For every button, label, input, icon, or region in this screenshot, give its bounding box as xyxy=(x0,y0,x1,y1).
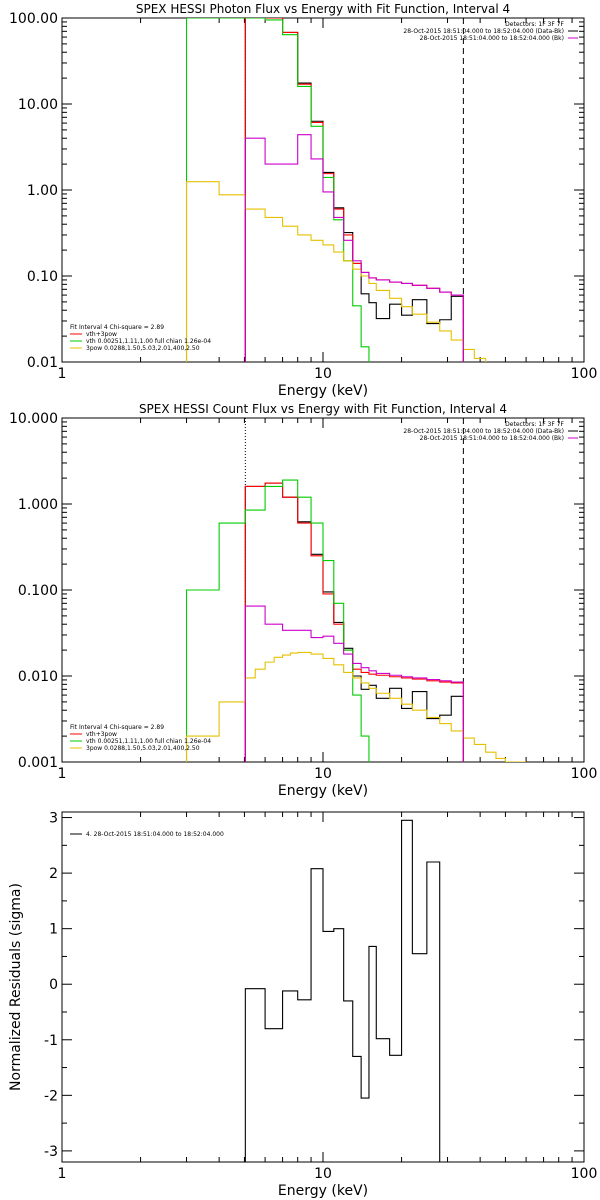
resid-y-ticks xyxy=(62,817,584,1152)
resid-y-tick-label: 0 xyxy=(49,977,58,993)
photon-chart: 1 10 100 0.01 0.10 1.00 10.00 100.00 SPEX HESSI … xyxy=(9,2,597,399)
photon-x-tick-label: 1 xyxy=(58,366,67,382)
count-y-tick-label: 0.100 xyxy=(18,583,58,599)
resid-x-ticks xyxy=(61,812,573,1162)
resid-chart: 1 10 100 -3 -2 -1 0 1 2 3 Energy (keV) Normalized R… xyxy=(8,811,597,1199)
resid-x-tick-label: 1 xyxy=(58,1166,67,1182)
count-y-tick-label: 10.000 xyxy=(9,411,58,427)
count-legend-entry: vth+3pow xyxy=(86,731,117,738)
resid-legend-entry: 4. 28-Oct-2015 18:51:04.000 to 18:52:04.… xyxy=(86,831,224,838)
resid-x-tick-label: 100 xyxy=(571,1166,598,1182)
photon-y-tick-label: 1.00 xyxy=(27,183,58,199)
photon-legend-header: Fit Interval 4 Chi-square = 2.89 xyxy=(70,324,164,331)
photon-vth-step-line xyxy=(185,18,370,362)
count-y-tick-label: 0.001 xyxy=(18,755,58,771)
count-y-tick-label: 1.000 xyxy=(18,497,58,513)
photon-legend-entry: vth 0.00251,1.11,1.00 full chian 1.26e-0… xyxy=(86,338,211,345)
count-info-text: Detectors: 1F 3F 7F xyxy=(505,421,564,428)
count-pow-step-line xyxy=(185,651,527,762)
photon-info-text: Detectors: 1F 3F 7F xyxy=(505,21,564,28)
resid-x-axis-label: Energy (keV) xyxy=(278,1183,368,1199)
count-vth-step-line xyxy=(185,479,370,762)
photon-info-text: 28-Oct-2015 18:51:04.000 to 18:52:04.000… xyxy=(403,28,564,35)
count-y-ticks xyxy=(62,417,584,763)
count-chart-title: SPEX HESSI Count Flux vs Energy with Fit… xyxy=(139,402,507,416)
count-chart: 1 10 100 0.001 0.010 0.100 1.000 10.000 SPEX HES… xyxy=(9,402,597,799)
photon-info-text: 28-Oct-2015 18:51:04.000 to 18:52:04.000… xyxy=(420,35,564,42)
photon-y-tick-label: 100.00 xyxy=(9,11,58,27)
count-y-tick-label: 0.010 xyxy=(18,669,58,685)
count-legend-entry: 3pow 0.0288,1.50,5.03,2.01,400,2.50 xyxy=(86,745,200,752)
photon-x-axis-label: Energy (keV) xyxy=(278,383,368,399)
count-bk-step-line xyxy=(244,605,464,762)
count-x-axis-label: Energy (keV) xyxy=(278,783,368,799)
resid-resid-step-line xyxy=(244,819,464,1162)
resid-y-axis-label: Normalized Residuals (sigma) xyxy=(8,883,24,1091)
count-info-text: 28-Oct-2015 18:51:04.000 to 18:52:04.000… xyxy=(403,428,564,435)
photon-data-step-line xyxy=(244,18,464,362)
photon-y-tick-label: 10.00 xyxy=(18,97,58,113)
photon-bk-step-line xyxy=(244,134,464,362)
resid-x-tick-label: 10 xyxy=(314,1166,332,1182)
photon-y-ticks xyxy=(62,17,584,363)
count-legend-entry: vth 0.00251,1.11,1.00 full chian 1.26e-0… xyxy=(86,738,211,745)
resid-y-tick-label: 1 xyxy=(49,922,58,938)
photon-x-tick-label: 10 xyxy=(314,366,332,382)
resid-y-tick-label: 2 xyxy=(49,866,58,882)
photon-legend-entry: vth+3pow xyxy=(86,331,117,338)
count-legend-header: Fit Interval 4 Chi-square = 2.89 xyxy=(70,724,164,731)
resid-y-tick-label: 3 xyxy=(49,811,58,827)
photon-x-tick-label: 100 xyxy=(571,366,598,382)
photon-legend-entry: 3pow 0.0288,1.50,5.03,2.01,400,2.50 xyxy=(86,345,200,352)
resid-plot-frame xyxy=(61,811,585,1163)
photon-y-tick-label: 0.10 xyxy=(27,269,58,285)
count-x-ticks xyxy=(61,418,573,762)
photon-chart-title: SPEX HESSI Photon Flux vs Energy with Fi… xyxy=(136,2,510,16)
photon-x-ticks xyxy=(61,18,573,362)
count-x-tick-label: 10 xyxy=(314,766,332,782)
count-info-text: 28-Oct-2015 18:51:04.000 to 18:52:04.000… xyxy=(420,435,564,442)
resid-y-tick-label: -2 xyxy=(44,1088,58,1104)
resid-y-tick-label: -1 xyxy=(44,1033,58,1049)
resid-y-tick-label: -3 xyxy=(44,1144,58,1160)
count-total-step-line xyxy=(244,482,464,762)
count-x-tick-label: 100 xyxy=(571,766,598,782)
photon-y-tick-label: 0.01 xyxy=(27,355,58,371)
count-data-step-line xyxy=(244,482,464,762)
photon-total-step-line xyxy=(244,18,464,362)
count-x-tick-label: 1 xyxy=(58,766,67,782)
